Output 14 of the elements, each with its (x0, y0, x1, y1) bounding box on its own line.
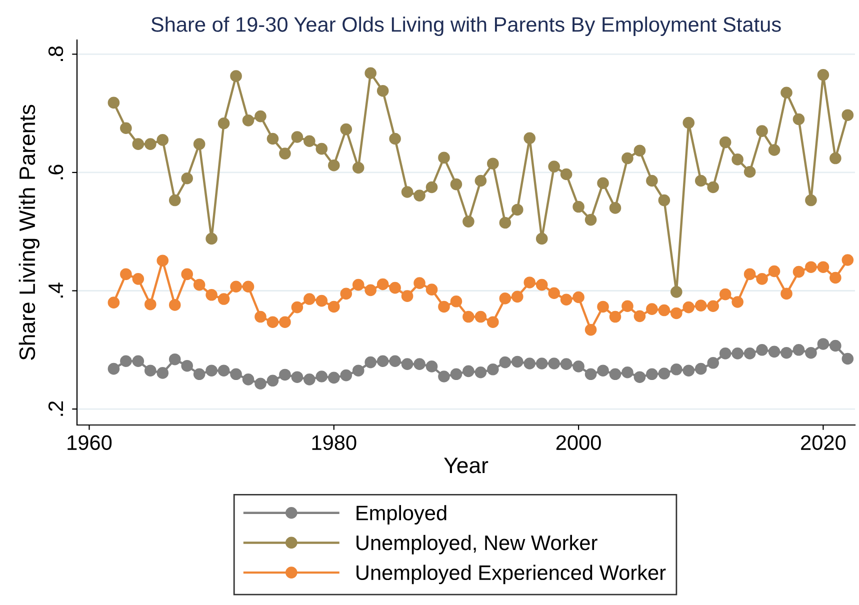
y-tick-label: .6 (48, 164, 64, 180)
x-axis-title: Year (444, 458, 488, 474)
x-tick-label: 1960 (68, 435, 112, 450)
x-tick-label: 2020 (801, 435, 846, 450)
y-axis-title: Share Living With Parents (18, 104, 40, 360)
chart-title: Share of 19-30 Year Olds Living with Parents By Employment Status (151, 16, 781, 36)
x-tick-label: 2000 (556, 435, 601, 450)
legend-label: Unemployed, New Worker (356, 534, 598, 554)
legend-label: Unemployed Experienced Worker (356, 564, 666, 584)
legend-label: Employed (356, 505, 446, 524)
y-tick-label: .4 (48, 282, 63, 298)
y-tick-label: .8 (48, 46, 64, 61)
x-tick-label: 1980 (312, 435, 356, 450)
y-tick-label: .2 (48, 401, 63, 416)
